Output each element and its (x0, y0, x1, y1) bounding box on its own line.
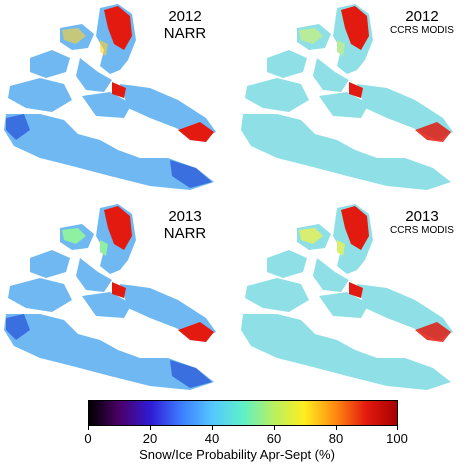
colorbar-tick-label: 40 (204, 431, 220, 446)
panel-year: 2013 (168, 208, 202, 225)
panel-year: 2012 (168, 8, 202, 25)
panel-year: 2012 (405, 8, 439, 25)
panel-title: 2012 CCRS MODIS (377, 8, 467, 37)
colorbar-tick-label: 20 (142, 431, 158, 446)
map-panel-narr-2013: 2013 NARR (0, 200, 237, 400)
panel-year: 2013 (405, 208, 439, 225)
map-panel-narr-2012: 2012 NARR (0, 0, 237, 200)
panel-title: 2012 NARR (150, 8, 220, 43)
colorbar-tickmark (212, 426, 213, 430)
panel-source: NARR (163, 225, 207, 243)
colorbar-tickmark (274, 426, 275, 430)
panel-title: 2013 CCRS MODIS (377, 208, 467, 237)
colorbar-tickmark (88, 426, 89, 430)
map-panel-modis-2012: 2012 CCRS MODIS (237, 0, 474, 200)
colorbar-tick-label: 0 (84, 431, 92, 446)
panel-source: CCRS MODIS (390, 25, 454, 37)
colorbar-tickmark (150, 426, 151, 430)
panel-title: 2013 NARR (150, 208, 220, 243)
panel-source: CCRS MODIS (390, 225, 454, 237)
colorbar-tickmark (397, 426, 398, 430)
colorbar-tick-label: 80 (328, 431, 344, 446)
colorbar (88, 400, 398, 426)
map-panel-modis-2013: 2013 CCRS MODIS (237, 200, 474, 400)
colorbar-label: Snow/Ice Probability Apr-Sept (%) (139, 447, 335, 462)
colorbar-tickmark (336, 426, 337, 430)
colorbar-tick-label: 100 (386, 431, 408, 446)
colorbar-tick-label: 60 (266, 431, 282, 446)
panel-source: NARR (163, 25, 207, 43)
